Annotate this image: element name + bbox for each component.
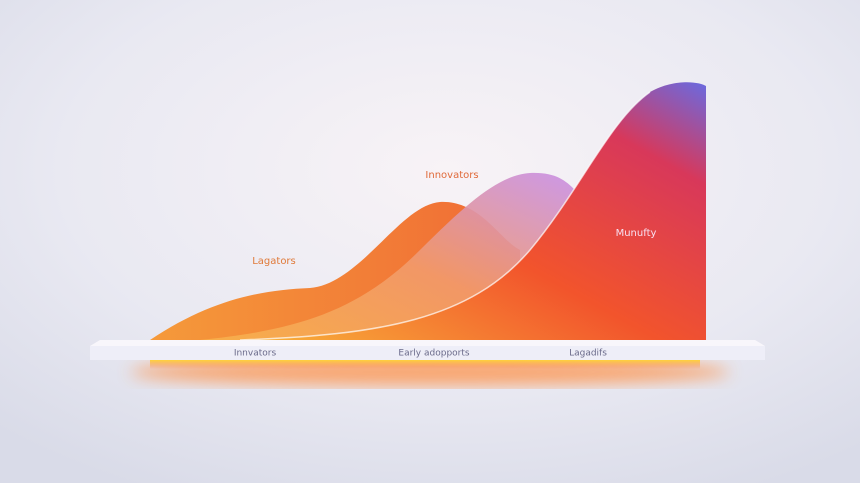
- base-label: Early adopports: [398, 349, 469, 359]
- curve-label: Munufty: [616, 228, 657, 239]
- platform: [90, 346, 765, 360]
- base-label: Lagadifs: [569, 349, 607, 359]
- curve-label: Innovators: [425, 170, 478, 181]
- curve-edge: [239, 91, 651, 341]
- platform-top: [90, 340, 765, 346]
- curve-label: Lagators: [252, 256, 296, 267]
- front-curve: [240, 82, 706, 341]
- base-label: Innvators: [234, 349, 277, 359]
- glow-bar: [150, 360, 700, 369]
